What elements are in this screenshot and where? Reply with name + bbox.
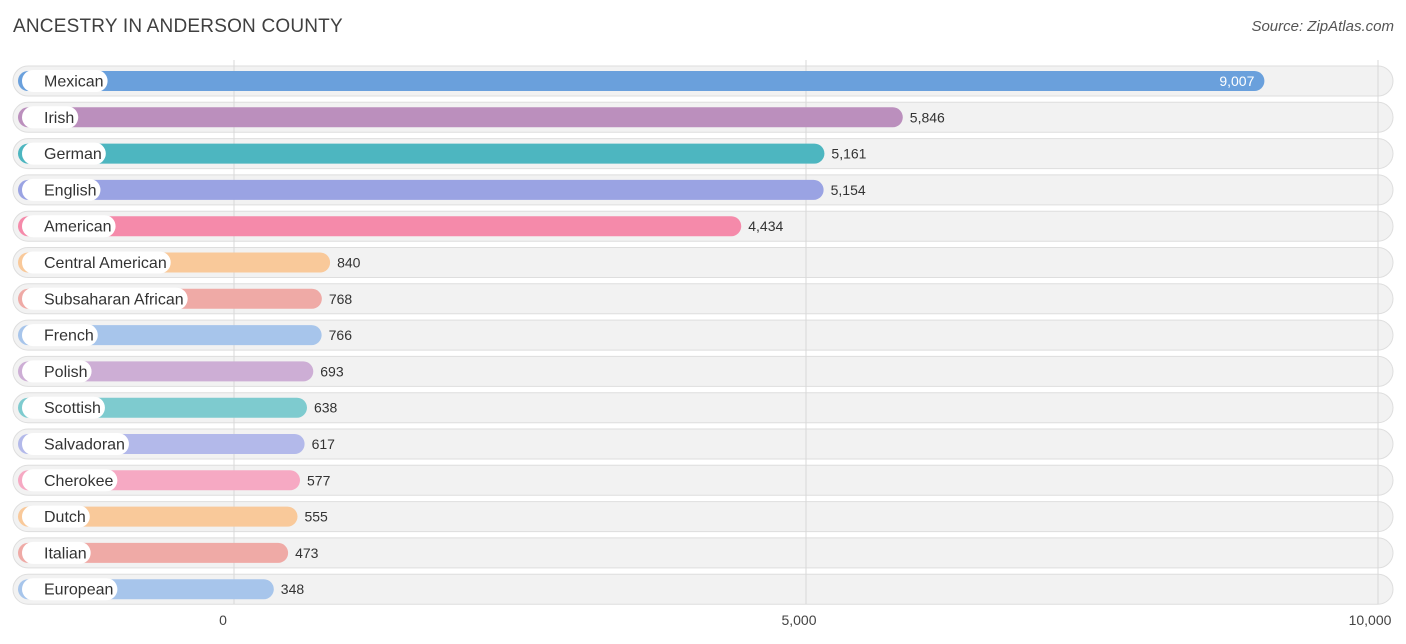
category-pill (22, 215, 116, 238)
value-label: 766 (329, 327, 353, 343)
bar (18, 143, 825, 164)
value-label: 348 (281, 581, 305, 597)
row-background (12, 573, 1394, 605)
category-label: American (44, 219, 112, 236)
x-tick-label: 10,000 (1349, 612, 1392, 628)
value-label: 840 (337, 255, 361, 271)
row-background (12, 247, 1394, 278)
value-label: 555 (304, 509, 328, 525)
category-label: Subsaharan African (44, 291, 184, 308)
category-pill (22, 251, 171, 274)
bar-row: Italian 473 (18, 541, 319, 564)
category-pill (22, 360, 92, 383)
x-tick-label: 5,000 (781, 612, 816, 628)
category-pill (22, 469, 118, 492)
value-label: 5,846 (910, 109, 945, 125)
row-background (12, 428, 1394, 460)
category-label: Dutch (44, 509, 86, 526)
category-label: European (44, 582, 113, 599)
bar-row: French 766 (18, 324, 353, 347)
bar-row: European 348 (18, 578, 305, 601)
value-label: 4,434 (748, 218, 783, 234)
bar-row: Mexican 9,007 (18, 70, 1265, 92)
category-label: Italian (44, 545, 87, 562)
bar-row: Subsaharan African 768 (18, 287, 353, 310)
bar-row: Scottish 638 (18, 396, 338, 419)
category-pill (22, 287, 188, 310)
row-background (12, 319, 1394, 351)
category-pill (22, 433, 129, 455)
bar-row: American 4,434 (18, 215, 783, 238)
category-label: Polish (44, 364, 88, 381)
value-label: 9,007 (1219, 73, 1254, 89)
row-background (12, 537, 1394, 569)
value-label: 617 (312, 436, 336, 452)
row-background (12, 501, 1394, 533)
category-pill (22, 142, 106, 165)
category-label: Central American (44, 255, 167, 272)
category-label: English (44, 182, 96, 199)
bar (18, 361, 314, 382)
row-background (12, 464, 1394, 496)
category-label: Cherokee (44, 473, 113, 490)
category-label: German (44, 146, 102, 163)
category-pill (22, 578, 118, 601)
category-label: French (44, 328, 94, 345)
bar-row: Salvadoran 617 (18, 433, 335, 455)
category-pill (22, 396, 105, 419)
value-label: 577 (307, 472, 331, 488)
category-pill (22, 178, 101, 201)
category-label: Scottish (44, 400, 101, 417)
chart-title: ANCESTRY IN ANDERSON COUNTY (13, 16, 343, 37)
category-label: Irish (44, 110, 74, 127)
value-label: 5,154 (831, 182, 866, 198)
bar-row: Irish 5,846 (18, 106, 945, 129)
value-label: 693 (320, 363, 344, 379)
category-pill (22, 324, 98, 347)
bar (18, 71, 1265, 91)
x-axis: 0 5,000 10,000 (219, 612, 1392, 628)
bar-row: Central American 840 (18, 251, 361, 274)
category-pill (22, 106, 79, 129)
category-pill (22, 541, 91, 564)
row-background (12, 355, 1394, 387)
bar-row: German 5,161 (18, 142, 867, 165)
bar-row: English 5,154 (18, 178, 866, 201)
category-label: Mexican (44, 74, 104, 91)
bar (18, 216, 742, 237)
bar (18, 179, 824, 200)
value-label: 5,161 (831, 146, 866, 162)
category-pill (22, 505, 90, 528)
category-label: Salvadoran (44, 437, 125, 454)
bar-row: Dutch 555 (18, 505, 328, 528)
value-label: 768 (329, 291, 353, 307)
value-label: 638 (314, 400, 338, 416)
row-background (12, 392, 1394, 424)
category-pill (22, 70, 108, 92)
bar-row: Polish 693 (18, 360, 344, 383)
chart-source: Source: ZipAtlas.com (1251, 18, 1394, 35)
row-background (12, 283, 1394, 315)
value-label: 473 (295, 545, 319, 561)
x-tick-label: 0 (219, 612, 227, 628)
bar (18, 107, 903, 128)
bar-row: Cherokee 577 (18, 469, 331, 492)
rows-layer: Mexican 9,007 Irish 5,846 German 5,161 English… (18, 70, 1265, 601)
